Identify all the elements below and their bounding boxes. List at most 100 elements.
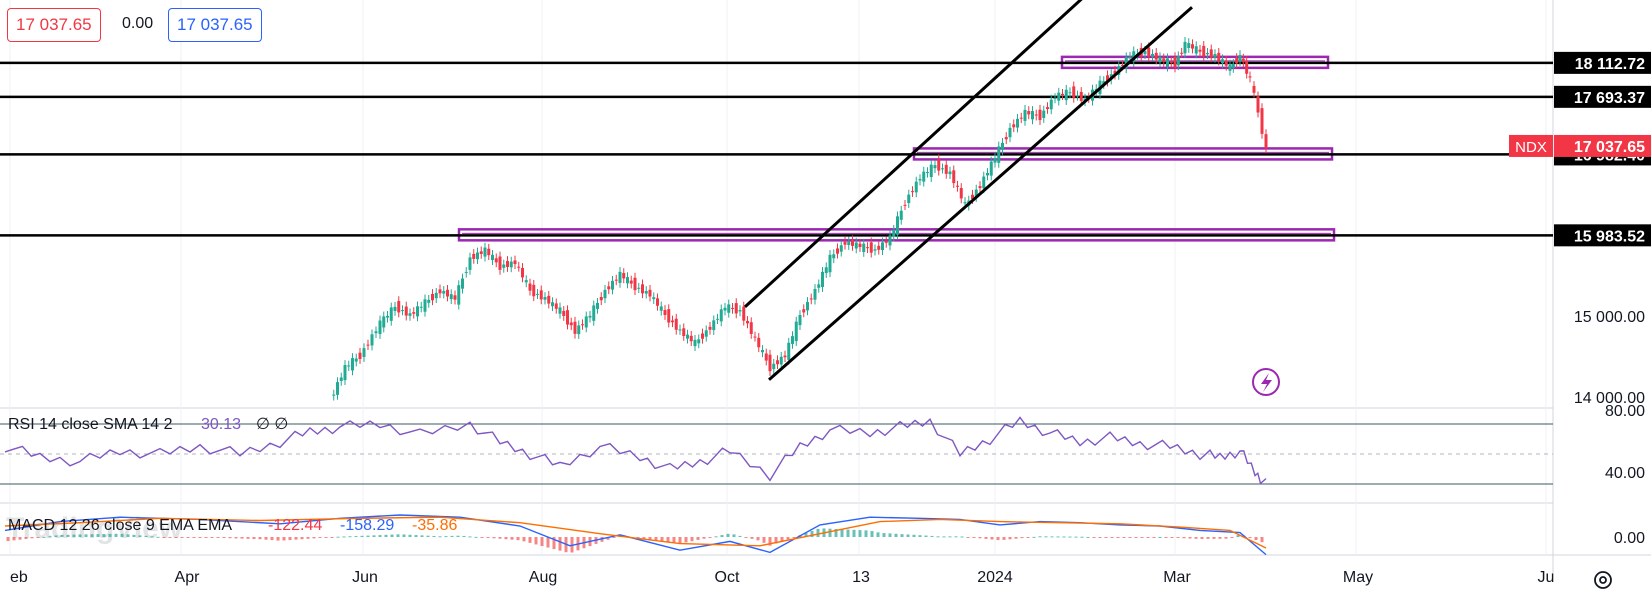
candle-body (1176, 56, 1180, 66)
level-price-label-bg (1554, 85, 1651, 108)
macd-histogram-bar (432, 535, 436, 537)
macd-histogram-bar (36, 537, 40, 538)
macd-histogram-bar (678, 537, 682, 544)
macd-histogram-bar (852, 529, 856, 537)
candle-body (944, 164, 948, 174)
macd-histogram-bar (486, 537, 490, 538)
candle-body (547, 295, 551, 304)
candle-body (1260, 108, 1264, 134)
macd-histogram-bar (1194, 537, 1198, 539)
macd-histogram-bar (1104, 537, 1108, 538)
candle-body (1206, 52, 1209, 55)
candle-body (1057, 92, 1061, 101)
candle-body (1113, 70, 1117, 75)
macd-histogram-bar (534, 537, 538, 545)
candle-body (1151, 54, 1154, 57)
candle-body (1124, 57, 1128, 69)
candle-body (588, 315, 592, 318)
macd-histogram-bar (162, 537, 166, 538)
macd-histogram-bar (996, 537, 1000, 541)
macd-histogram-bar (876, 532, 880, 537)
candle-body (926, 172, 929, 174)
macd-histogram-bar (1074, 536, 1078, 538)
candle-body (1034, 114, 1038, 116)
macd-histogram-bar (978, 537, 982, 539)
macd-histogram-bar (1128, 537, 1132, 538)
macd-histogram-bar (1062, 536, 1066, 538)
candle-body (689, 335, 693, 342)
macd-histogram-bar (1176, 537, 1180, 538)
candle-body (768, 354, 772, 372)
candle-body (483, 247, 487, 257)
macd-histogram-bar (402, 534, 406, 537)
candle-body (761, 349, 764, 353)
candle-body (1061, 93, 1064, 96)
candle-body (978, 186, 982, 189)
macd-title: MACD 12 26 close 9 EMA EMA (8, 517, 232, 534)
macd-histogram-bar (246, 537, 250, 539)
macd-histogram-bar (720, 535, 724, 537)
close-value-box: 17 037.65 (168, 8, 262, 42)
macd-histogram-bar (1032, 536, 1036, 538)
candle-body (907, 194, 911, 204)
macd-value: -158.29 (340, 517, 394, 534)
macd-histogram-bar (1140, 537, 1144, 538)
macd-histogram-bar (372, 535, 376, 537)
macd-histogram-bar (354, 536, 358, 538)
macd-histogram-bar (216, 537, 220, 538)
macd-histogram-bar (612, 537, 616, 538)
candle-body (1180, 52, 1184, 54)
macd-histogram-bar (240, 537, 244, 539)
candle-body (719, 309, 723, 322)
macd-histogram-bar (1080, 536, 1084, 538)
candle-body (648, 289, 652, 297)
candle-body (408, 313, 412, 316)
macd-histogram-bar (960, 536, 964, 538)
macd-histogram-bar (510, 537, 514, 540)
candle-body (828, 254, 832, 273)
macd-histogram-bar (276, 537, 280, 541)
macd-histogram-bar (114, 533, 118, 537)
macd-histogram-bar (120, 533, 124, 537)
candle-body (1106, 75, 1109, 82)
candle-body (393, 306, 397, 311)
candle-body (427, 299, 431, 303)
macd-histogram-bar (294, 537, 298, 540)
macd-histogram-bar (552, 537, 556, 550)
macd-histogram-bar (762, 537, 766, 543)
candle-body (1147, 47, 1151, 57)
macd-histogram-bar (198, 537, 202, 538)
candle-body (431, 293, 434, 301)
macd-histogram-bar (102, 533, 106, 537)
macd-histogram-bar (744, 537, 748, 538)
candle-body (731, 307, 734, 309)
time-tick-label: 13 (852, 569, 870, 586)
macd-value: -122.44 (268, 517, 322, 534)
rsi-scale-label: 40.00 (1605, 465, 1645, 482)
macd-histogram-bar (870, 531, 874, 537)
candle-body (637, 287, 641, 289)
candle-body (498, 256, 502, 270)
candle-body (536, 293, 539, 295)
candle-body (573, 321, 577, 334)
macd-histogram-bar (366, 535, 370, 537)
lightning-icon-bolt (1261, 373, 1272, 392)
candle-body (667, 309, 671, 323)
candle-body (374, 331, 378, 334)
level-price-label-bg (1554, 51, 1651, 74)
candle-body (652, 297, 656, 300)
candle-body (656, 298, 659, 306)
macd-scale-label: 0.00 (1614, 530, 1645, 547)
macd-histogram-bar (480, 537, 484, 538)
settings-icon (1594, 571, 1612, 589)
candle-body (614, 279, 618, 281)
candle-body (1187, 43, 1191, 49)
candle-body (438, 289, 442, 294)
macd-histogram-bar (1188, 537, 1192, 539)
candle-body (1154, 52, 1158, 60)
candle-body (701, 333, 704, 339)
macd-histogram-bar (78, 534, 82, 537)
candle-body (899, 210, 903, 220)
level-price-label: 17 693.37 (1574, 90, 1645, 107)
